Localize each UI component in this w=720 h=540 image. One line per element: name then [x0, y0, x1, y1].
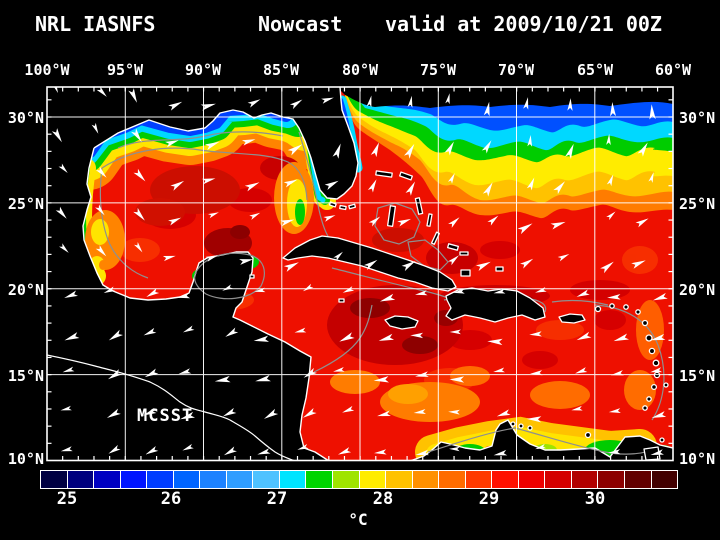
colorbar-cell	[173, 471, 201, 488]
lon-label-95w: 95°W	[106, 61, 144, 79]
lon-label-80w: 80°W	[341, 61, 379, 79]
colorbar-cell	[651, 471, 678, 488]
colorbar-tick-28: 28	[372, 489, 394, 509]
island-puerto-rico	[558, 313, 586, 324]
colorbar-cell	[386, 471, 413, 488]
lat-left-25n: 25°N	[7, 195, 44, 213]
lat-left-30n: 30°N	[7, 109, 44, 127]
island-trinidad	[643, 446, 661, 461]
lat-right-20n: 20°N	[679, 281, 716, 299]
colorbar	[40, 470, 678, 489]
colorbar-cell	[279, 471, 307, 488]
ocean-field	[82, 87, 673, 461]
colorbar-cell	[120, 471, 148, 488]
colorbar-tick-27: 27	[266, 489, 288, 509]
colorbar-cell	[518, 471, 546, 488]
island-hispaniola	[445, 287, 546, 323]
map-frame	[46, 86, 674, 462]
colorbar-cell	[67, 471, 95, 488]
colorbar-cell	[306, 471, 334, 488]
island-jamaica	[384, 315, 419, 330]
grid-lines	[47, 87, 673, 461]
colorbar-tick-25: 25	[56, 489, 78, 509]
lon-label-75w: 75°W	[419, 61, 457, 79]
colorbar-cell	[200, 471, 227, 488]
lon-label-60w: 60°W	[654, 61, 692, 79]
wind-vectors	[51, 87, 668, 456]
colorbar-cell	[226, 471, 254, 488]
colorbar-tick-29: 29	[478, 489, 500, 509]
colorbar-cell	[598, 471, 626, 488]
lat-right-25n: 25°N	[679, 195, 716, 213]
colorbar-cell	[94, 471, 121, 488]
colorbar-cell	[465, 471, 493, 488]
title-model: NRL IASNFS	[35, 12, 156, 36]
colorbar-tick-26: 26	[160, 489, 182, 509]
colorbar-cell	[333, 471, 360, 488]
colorbar-cell	[545, 471, 572, 488]
lon-label-100w: 100°W	[24, 61, 70, 79]
lon-label-70w: 70°W	[497, 61, 535, 79]
mcsst-annotation: MCSST	[137, 406, 194, 426]
title-product: Nowcast	[258, 12, 343, 36]
lon-label-85w: 85°W	[262, 61, 300, 79]
colorbar-unit: °C	[348, 510, 368, 529]
colorbar-cell	[412, 471, 440, 488]
lat-left-20n: 20°N	[7, 281, 44, 299]
lat-right-15n: 15°N	[679, 367, 716, 385]
colorbar-cell	[359, 471, 387, 488]
colorbar-cell	[147, 471, 174, 488]
lat-right-10n: 10°N	[679, 450, 716, 468]
colorbar-cell	[571, 471, 599, 488]
colorbar-cell	[439, 471, 466, 488]
lon-label-65w: 65°W	[576, 61, 614, 79]
colorbar-cell	[253, 471, 280, 488]
pacific-coastline	[47, 354, 296, 461]
colorbar-cell	[41, 471, 68, 488]
colorbar-cell	[625, 471, 652, 488]
colorbar-cell	[492, 471, 519, 488]
lat-left-10n: 10°N	[7, 450, 44, 468]
lat-left-15n: 15°N	[7, 367, 44, 385]
title-validtime: valid at 2009/10/21 00Z	[385, 12, 662, 36]
lon-label-90w: 90°W	[184, 61, 222, 79]
colorbar-tick-30: 30	[584, 489, 606, 509]
lat-right-30n: 30°N	[679, 109, 716, 127]
